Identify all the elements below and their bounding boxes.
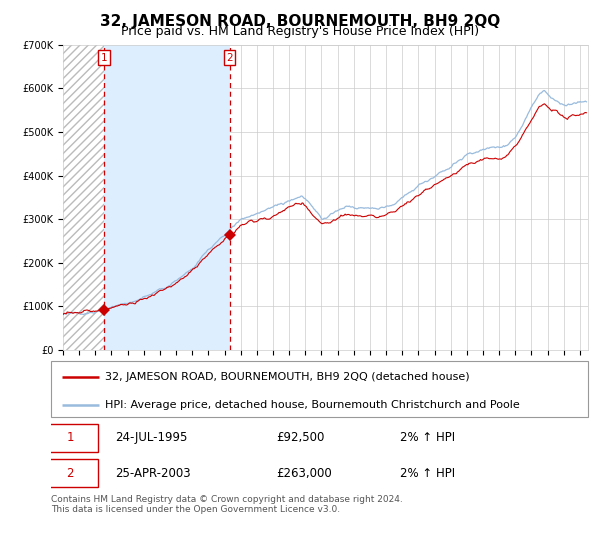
Text: 2: 2 — [67, 466, 74, 480]
FancyBboxPatch shape — [51, 361, 588, 417]
Bar — [63, 45, 104, 350]
Text: 1: 1 — [67, 431, 74, 445]
Text: 32, JAMESON ROAD, BOURNEMOUTH, BH9 2QQ (detached house): 32, JAMESON ROAD, BOURNEMOUTH, BH9 2QQ (… — [105, 372, 469, 382]
Text: 1: 1 — [101, 53, 107, 63]
Text: 24-JUL-1995: 24-JUL-1995 — [115, 431, 188, 445]
Text: 2% ↑ HPI: 2% ↑ HPI — [400, 431, 455, 445]
Text: HPI: Average price, detached house, Bournemouth Christchurch and Poole: HPI: Average price, detached house, Bour… — [105, 400, 520, 410]
Text: 25-APR-2003: 25-APR-2003 — [115, 466, 191, 480]
Text: Contains HM Land Registry data © Crown copyright and database right 2024.
This d: Contains HM Land Registry data © Crown c… — [51, 495, 403, 515]
FancyBboxPatch shape — [43, 459, 98, 488]
FancyBboxPatch shape — [43, 423, 98, 452]
Text: £263,000: £263,000 — [277, 466, 332, 480]
Text: 2: 2 — [226, 53, 233, 63]
Text: 2% ↑ HPI: 2% ↑ HPI — [400, 466, 455, 480]
Text: Price paid vs. HM Land Registry's House Price Index (HPI): Price paid vs. HM Land Registry's House … — [121, 25, 479, 38]
Text: £92,500: £92,500 — [277, 431, 325, 445]
Text: 32, JAMESON ROAD, BOURNEMOUTH, BH9 2QQ: 32, JAMESON ROAD, BOURNEMOUTH, BH9 2QQ — [100, 14, 500, 29]
Bar — [104, 45, 230, 350]
